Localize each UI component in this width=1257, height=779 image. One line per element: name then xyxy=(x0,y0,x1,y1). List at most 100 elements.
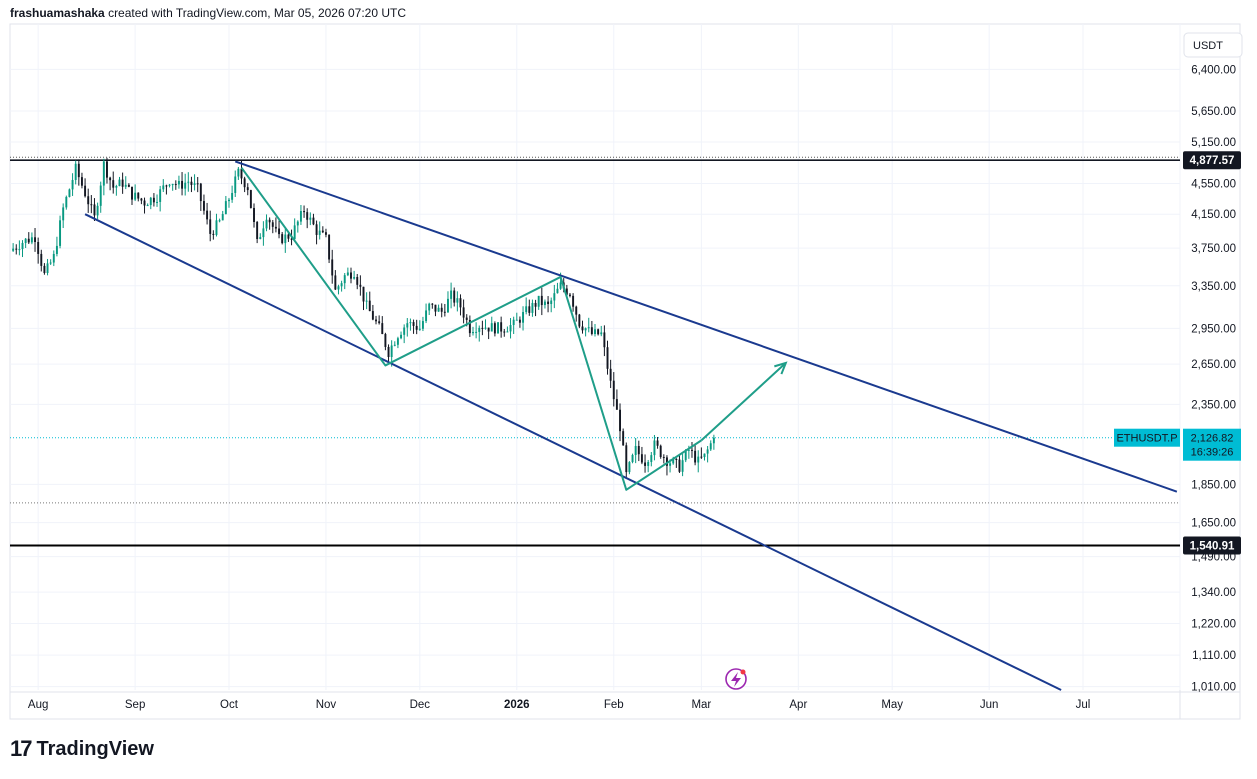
candle-body xyxy=(299,211,302,222)
candle-body xyxy=(428,303,431,311)
candle-body xyxy=(190,181,193,185)
candle xyxy=(181,172,184,196)
candle xyxy=(246,183,249,196)
candle xyxy=(171,183,174,191)
y-tick-label: 1,850.00 xyxy=(1191,479,1236,491)
candle-body xyxy=(653,440,656,456)
channel-line xyxy=(84,213,1062,691)
candle xyxy=(152,193,155,207)
candle xyxy=(368,291,371,312)
candle-body xyxy=(328,234,331,260)
candle-body xyxy=(99,185,102,206)
candle xyxy=(71,173,74,196)
candle xyxy=(575,305,578,322)
candle-body xyxy=(306,212,309,220)
candle xyxy=(622,428,625,446)
candle-body xyxy=(675,458,678,460)
channel-lines xyxy=(84,160,1178,691)
candle xyxy=(196,177,199,193)
candle xyxy=(231,185,234,203)
candle xyxy=(278,220,281,239)
candle xyxy=(534,299,537,317)
candle-body xyxy=(228,199,230,202)
candle xyxy=(134,184,137,202)
candle-body xyxy=(165,185,168,187)
candle-body xyxy=(518,319,521,323)
candle-body xyxy=(368,300,371,312)
attribution-text: created with TradingView.com, Mar 05, 20… xyxy=(108,6,406,20)
candle xyxy=(221,210,224,221)
candle xyxy=(550,297,553,313)
candle xyxy=(65,195,68,210)
candle-body xyxy=(697,456,700,463)
candle xyxy=(700,447,703,459)
candle xyxy=(343,273,346,290)
candle xyxy=(625,442,628,479)
candle xyxy=(271,220,274,234)
candle xyxy=(637,440,640,462)
candle-body xyxy=(612,380,615,400)
price-tags: 4,877.57 1,540.91 ETHUSDT.P 2,126.82 16:39:2… xyxy=(1114,151,1241,555)
candle-body xyxy=(199,183,202,202)
candle xyxy=(309,212,312,226)
candle xyxy=(68,188,71,198)
candle-body xyxy=(346,272,349,276)
candle xyxy=(93,198,96,221)
candle xyxy=(647,459,650,473)
candle-body xyxy=(371,311,374,320)
candle-body xyxy=(96,205,99,216)
x-tick-label: Dec xyxy=(410,699,431,711)
candle-body xyxy=(400,334,403,339)
candle-body xyxy=(468,319,471,334)
candle-body xyxy=(156,201,159,203)
candle-body xyxy=(77,163,80,178)
y-tick-label: 4,150.00 xyxy=(1191,209,1236,221)
candle-body xyxy=(622,431,625,446)
candle-body xyxy=(534,302,537,307)
candle xyxy=(177,175,180,189)
candle xyxy=(453,287,456,307)
candle xyxy=(340,280,343,292)
candle-body xyxy=(143,200,146,206)
candle-body xyxy=(706,449,709,454)
candle xyxy=(415,319,418,335)
candle-body xyxy=(691,449,693,451)
candle-body xyxy=(90,204,93,206)
candle xyxy=(174,180,177,190)
candle-body xyxy=(647,461,650,466)
candle xyxy=(149,196,152,210)
x-tick-label: Mar xyxy=(691,699,711,711)
candle-body xyxy=(378,321,381,324)
candle xyxy=(590,320,593,336)
candle xyxy=(306,208,309,229)
candle-body xyxy=(421,321,424,329)
chart-grid xyxy=(9,23,1241,720)
candle xyxy=(678,455,681,473)
candle xyxy=(362,286,365,311)
candle xyxy=(506,326,509,333)
candle-body xyxy=(390,345,393,358)
candle-body xyxy=(206,210,209,220)
candle-body xyxy=(515,319,518,321)
candle xyxy=(202,194,205,215)
candle xyxy=(712,434,715,450)
candle-body xyxy=(243,178,246,188)
candle-body xyxy=(12,248,15,251)
candle xyxy=(165,184,168,195)
candle xyxy=(118,176,121,187)
lightning-icon xyxy=(725,668,747,690)
candle-body xyxy=(465,317,468,320)
candle-body xyxy=(365,300,368,302)
candle-body xyxy=(246,187,249,191)
candle-body xyxy=(84,185,87,197)
candle xyxy=(540,287,543,316)
candle xyxy=(497,322,499,334)
candle-body xyxy=(497,322,499,334)
candle xyxy=(600,325,603,337)
price-axis: 6,400.00 5,650.00 5,150.00 4,550.00 4,150.00… xyxy=(1183,32,1243,694)
candle-body xyxy=(619,409,621,432)
y-tick-label: 1,490.00 xyxy=(1191,552,1236,564)
candle xyxy=(387,344,390,363)
candle xyxy=(187,172,190,192)
